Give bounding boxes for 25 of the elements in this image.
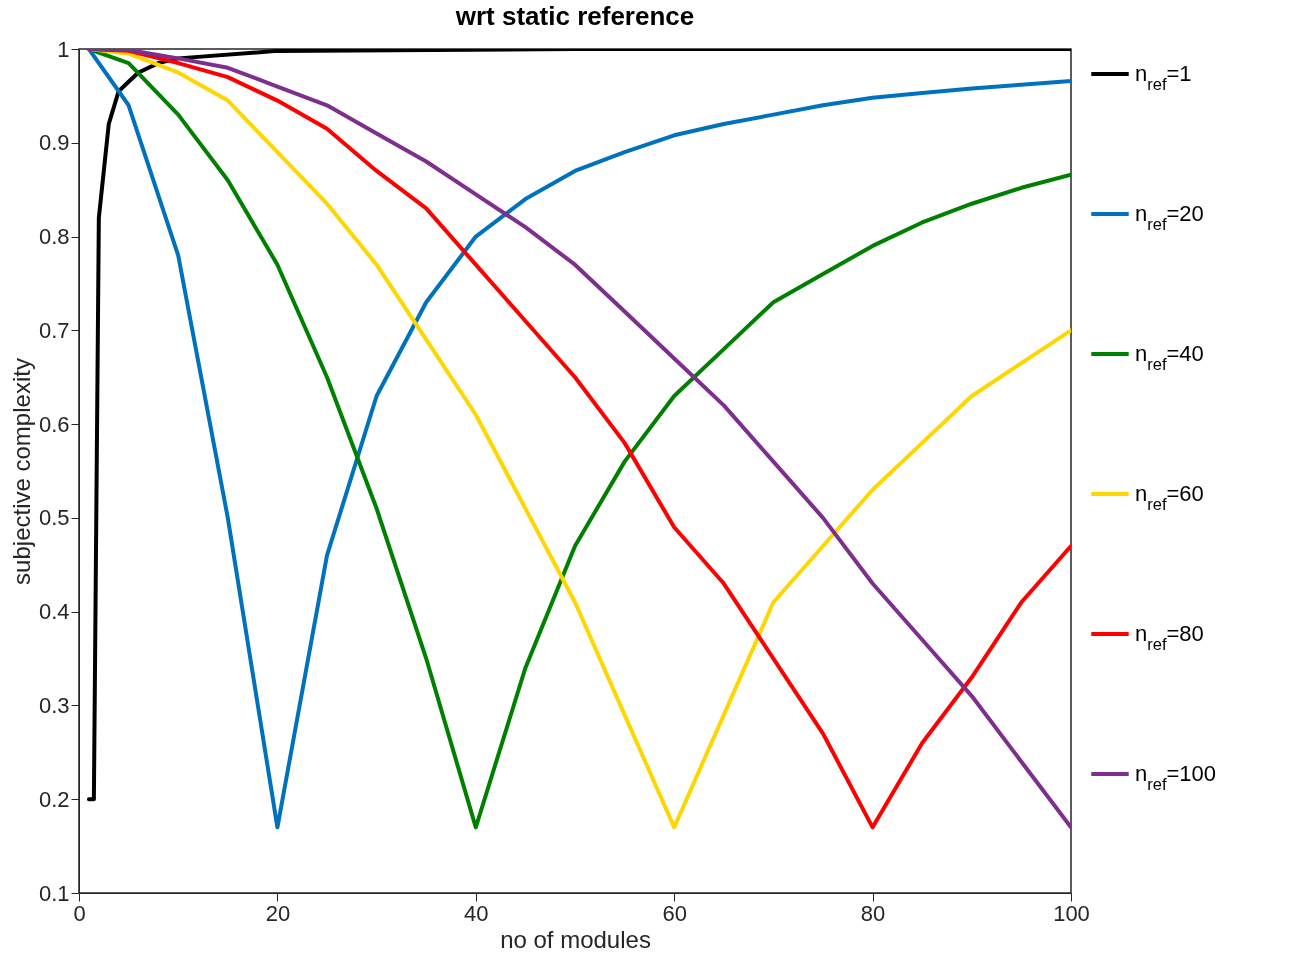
x-tick-label: 40 bbox=[464, 900, 489, 926]
legend-label: n$_{ref}$=80 bbox=[1135, 621, 1204, 653]
y-tick-label: 0.7 bbox=[38, 317, 70, 343]
y-axis-title: subjective complexity bbox=[7, 358, 35, 585]
y-tick-label: 0.9 bbox=[38, 130, 70, 156]
x-tick-label: 0 bbox=[73, 900, 86, 926]
x-tick-label: 100 bbox=[1053, 900, 1090, 926]
x-tick-label: 80 bbox=[860, 900, 886, 926]
legend-label: n$_{ref}$=40 bbox=[1135, 341, 1204, 373]
y-tick-label: 0.6 bbox=[38, 411, 70, 437]
y-tick-label: 0.1 bbox=[38, 880, 70, 906]
legend-label: n$_{ref}$=60 bbox=[1135, 481, 1204, 513]
x-axis-title: no of modules bbox=[500, 925, 651, 953]
y-tick-label: 1 bbox=[57, 36, 70, 62]
y-tick-label: 0.2 bbox=[38, 786, 70, 812]
legend-label: n$_{ref}$=100 bbox=[1135, 761, 1217, 793]
y-tick-label: 0.3 bbox=[38, 692, 70, 718]
y-tick-label: 0.8 bbox=[38, 224, 70, 250]
y-tick-label: 0.5 bbox=[38, 505, 70, 531]
legend-label: n$_{ref}$=1 bbox=[1135, 61, 1192, 93]
chart-title: wrt static reference bbox=[454, 1, 695, 31]
x-tick-label: 60 bbox=[662, 900, 687, 926]
x-tick-label: 20 bbox=[265, 900, 291, 926]
y-tick-label: 0.4 bbox=[38, 599, 70, 625]
legend-label: n$_{ref}$=20 bbox=[1135, 201, 1204, 233]
